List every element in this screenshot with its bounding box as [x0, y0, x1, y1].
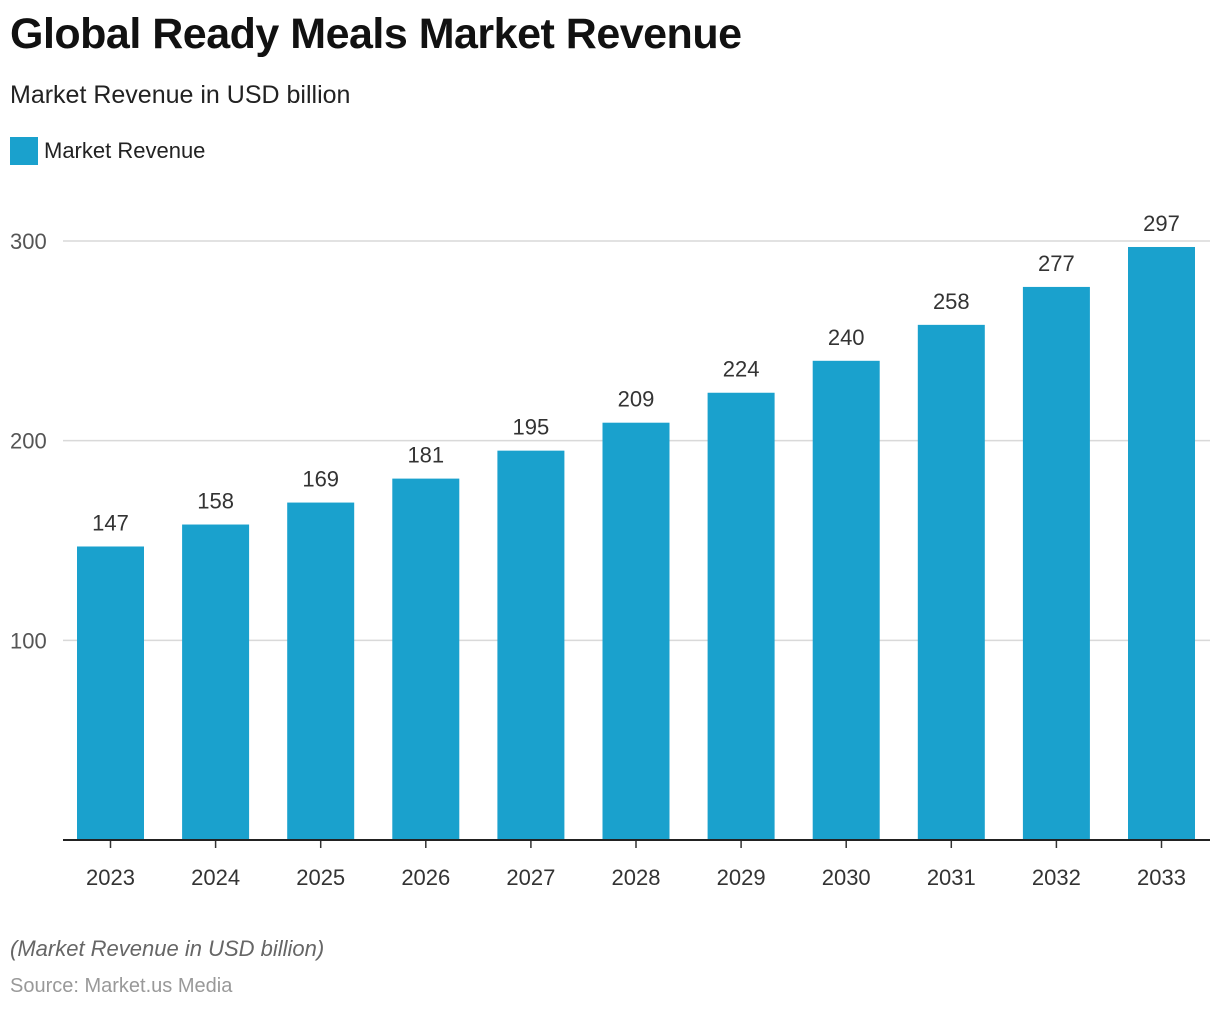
legend-swatch: [10, 137, 38, 165]
bar: [287, 502, 355, 840]
x-tick-label: 2028: [612, 865, 661, 890]
data-label: 195: [513, 415, 550, 440]
bar: [77, 546, 144, 840]
data-label: 240: [828, 325, 865, 350]
chart-subtitle: Market Revenue in USD billion: [10, 81, 351, 109]
data-label: 181: [407, 443, 444, 468]
data-label: 258: [933, 289, 970, 314]
bar: [707, 392, 775, 840]
x-tick-label: 2027: [506, 865, 555, 890]
y-tick-label: 300: [10, 229, 47, 254]
bar: [1022, 286, 1090, 840]
data-label: 158: [197, 489, 234, 514]
data-label: 147: [92, 510, 129, 535]
x-tick-label: 2032: [1032, 865, 1081, 890]
bar: [917, 324, 985, 840]
y-tick-label: 200: [10, 429, 47, 454]
y-tick-label: 100: [10, 628, 47, 653]
x-tick-label: 2030: [822, 865, 871, 890]
data-label: 297: [1143, 211, 1180, 236]
x-tick-label: 2023: [86, 865, 135, 890]
x-tick-label: 2026: [401, 865, 450, 890]
data-label: 209: [618, 387, 655, 412]
x-tick-label: 2025: [296, 865, 345, 890]
bar: [812, 360, 880, 840]
data-label: 277: [1038, 251, 1075, 276]
x-tick-label: 2029: [717, 865, 766, 890]
legend: Market Revenue: [10, 137, 205, 165]
bar: [1128, 246, 1195, 841]
bar: [602, 422, 670, 840]
legend-label: Market Revenue: [44, 138, 206, 163]
bar: [392, 478, 460, 840]
chart-source: Source: Market.us Media: [10, 975, 233, 997]
bar: [497, 450, 565, 840]
chart-note: (Market Revenue in USD billion): [10, 936, 325, 961]
x-tick-label: 2031: [927, 865, 976, 890]
bar: [182, 524, 250, 840]
chart-title: Global Ready Meals Market Revenue: [10, 10, 742, 58]
x-tick-label: 2033: [1137, 865, 1186, 890]
x-tick-label: 2024: [191, 865, 240, 890]
data-label: 224: [723, 357, 760, 382]
data-label: 169: [302, 467, 339, 492]
